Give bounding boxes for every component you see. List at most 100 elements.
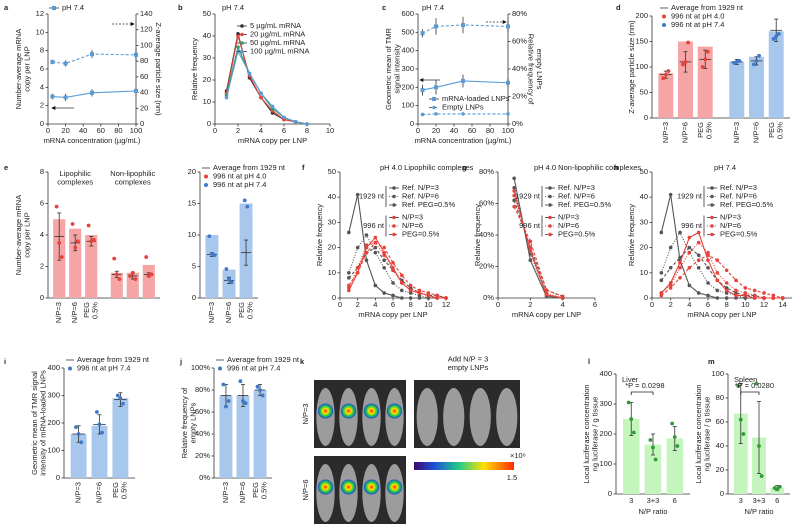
group-title: Lipophilic [60,169,92,178]
x-tick-label: N/P=3 [207,302,216,323]
marker [444,296,448,300]
bar [622,419,640,494]
marker [696,258,701,263]
signal [317,403,334,419]
x-tick-label: 0 [416,126,420,135]
point [629,417,634,421]
y-tick-label: 400 [599,369,612,378]
point [57,240,62,245]
marker [715,278,720,283]
legend-label: Empty LNPs [442,102,484,111]
y-tick-label: 500 [401,27,414,36]
x-tick-label: 0 [338,300,342,309]
marker [668,245,673,250]
point [242,198,247,203]
y-tick-label: 80% [479,167,494,176]
point [686,40,691,45]
marker [373,235,378,240]
point [775,487,780,492]
marker [400,273,404,278]
marker [724,291,729,295]
marker [63,95,68,100]
point [97,422,102,427]
y-tick-label: 0 [332,293,336,302]
y-tick-label: 100 [401,101,414,110]
x-tick-label: 0 [496,300,500,309]
x-tick-label: N/P=6 [680,122,689,143]
panel-letter: f [302,163,305,172]
marker [528,258,533,263]
y-tick-label: 200 [401,82,414,91]
y-tick-label: 200 [47,418,60,427]
point [226,399,231,403]
marker [659,278,664,283]
legend-label: Ref. N/P=6 [720,191,757,200]
x-tick-label: 4 [687,300,691,309]
point [774,34,779,39]
x-tick-label: 8 [725,300,729,309]
point [121,401,125,406]
point [700,65,705,69]
marker [382,245,386,250]
legend-label: Average from 1929 nt [213,163,286,172]
marker [391,293,395,298]
row-label: N/P=3 [301,403,310,424]
x-tick-label: 60 [468,126,476,135]
x-tick-label: 80 [486,126,494,135]
legend-marker [710,232,714,237]
marker [724,281,729,285]
x-tick-label: 10 [326,126,334,135]
y-tick-label: 0 [40,293,44,302]
bar [748,56,764,118]
point [54,204,59,209]
y-tick-label: 60% [479,198,494,207]
series-line [513,200,563,297]
series-line [513,187,563,299]
legend-label: Ref. PEG=0.5% [720,200,773,209]
point [754,381,759,386]
legend-label: Ref. N/P=3 [402,183,439,192]
y-tick-label: 40 [140,88,148,97]
legend-label: 996 nt at pH 4.0 [213,171,266,180]
marker [715,288,720,293]
y-tick-label: 0 [40,119,44,128]
x-tick-label: 12 [760,300,768,309]
marker [382,253,386,257]
marker [668,192,673,197]
significance: *P = 0.0280 [735,381,774,390]
marker [408,288,413,293]
legend-swatch [68,366,72,371]
panel-letter: i [4,357,6,366]
point [670,421,675,426]
y-tick-label: 140 [140,9,153,18]
y-tick-label: 0 [644,113,648,122]
y-tick-label: 8 [40,46,44,55]
series-line [660,231,783,299]
y-axis-label: copy per LNP [23,212,32,257]
x-tick-label: N/P=6 [238,482,247,503]
marker [382,250,386,255]
marker [715,258,720,263]
marker [506,24,510,29]
legend-label: PEG=0.5% [558,229,596,238]
y-tick-label: 80% [512,9,527,18]
bar [666,438,684,494]
marker [715,296,720,300]
panel-letter: g [462,163,467,172]
x-tick-label: N/P=3 [74,482,83,503]
x-tick-label: 4 [373,300,377,309]
marker [236,34,240,38]
x-tick-label: PEG [696,122,705,138]
point [666,69,671,73]
y-tick-label: 100% [191,363,211,372]
y-tick-label: 80% [195,385,210,394]
marker [134,89,138,93]
panel-letter: c [382,3,386,12]
point [703,57,708,62]
group-title: complexes [57,177,93,186]
legend-marker [710,203,714,207]
point [144,255,149,259]
marker [762,296,766,300]
y-tick-label: 0 [410,119,414,128]
significance-bracket [630,391,654,395]
